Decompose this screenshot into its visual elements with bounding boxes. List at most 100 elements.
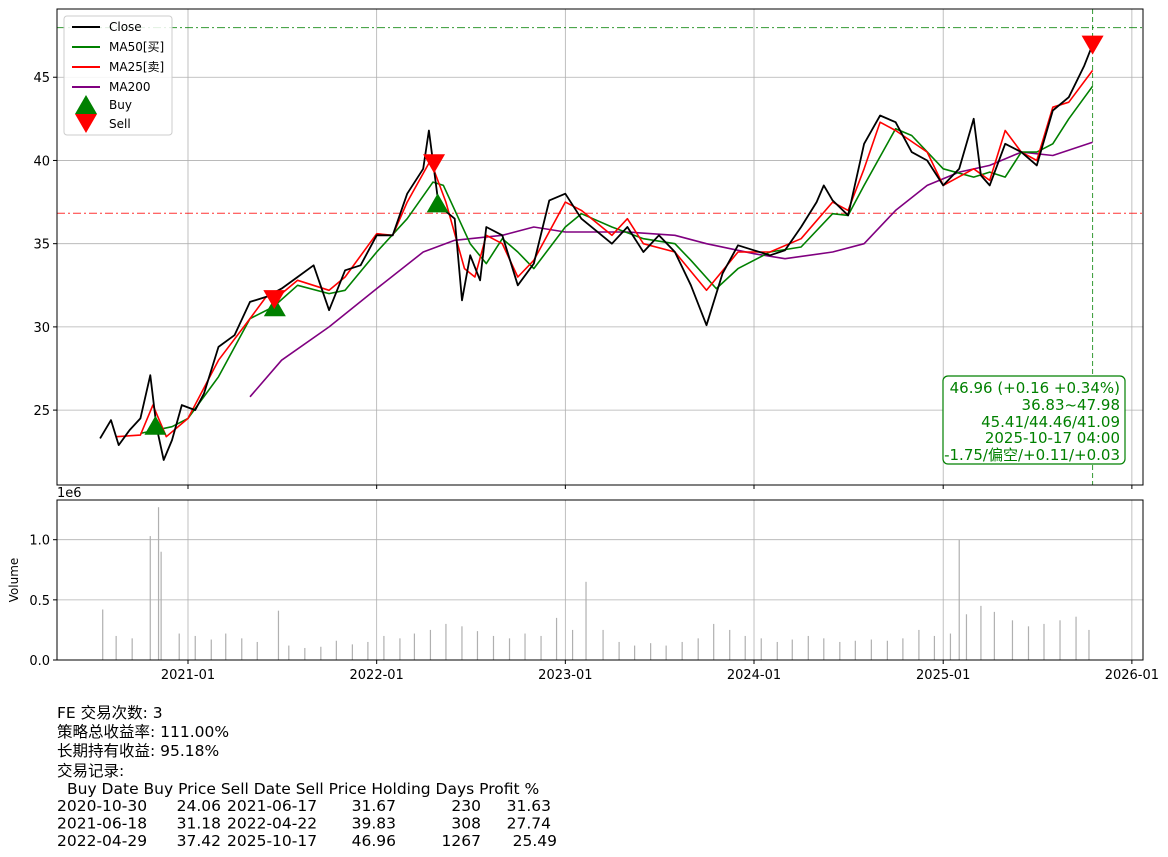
trade-table-cell: 2021-06-17 <box>227 797 317 815</box>
trade-table-header: Buy Date Buy Price Sell Date Sell Price … <box>67 780 539 798</box>
price-axis-ticks: 45 40 35 30 25 <box>33 71 1133 489</box>
volume-bars <box>102 507 1090 660</box>
volume-bar <box>160 551 162 660</box>
x-tick-label: 2024-01 <box>727 668 781 683</box>
volume-bar <box>241 638 243 660</box>
volume-bar <box>1088 629 1090 660</box>
volume-bar <box>933 635 936 660</box>
volume-bar <box>476 631 479 660</box>
trade-table-cell: 308 <box>451 815 481 833</box>
info-ma-values: 45.41/44.46/41.09 <box>981 413 1120 431</box>
volume-bar <box>461 626 463 660</box>
legend-sell-label: Sell <box>109 117 131 131</box>
trade-table-cell: 2022-04-22 <box>227 815 317 833</box>
legend-buy-triangle-icon <box>75 95 97 114</box>
price-tick-label: 40 <box>33 154 50 169</box>
volume-bar <box>194 635 196 660</box>
volume-bar <box>131 638 133 660</box>
volume-tick-label: 0.0 <box>29 654 50 669</box>
volume-bar <box>429 629 432 660</box>
trade-table-cell: 2025-10-17 <box>227 832 317 850</box>
trade-table-cell: 25.49 <box>513 832 557 850</box>
x-tick-label: 2025-01 <box>916 668 970 683</box>
volume-grid <box>57 500 1143 661</box>
buy-marker <box>426 193 449 213</box>
volume-bar <box>102 609 104 660</box>
volume-bar <box>870 639 872 660</box>
legend-sell-triangle-icon <box>75 114 97 133</box>
price-tick-label: 30 <box>33 321 50 336</box>
volume-bar <box>980 605 982 660</box>
trade-table-cell: 39.83 <box>352 815 396 833</box>
volume-bar <box>304 647 306 660</box>
price-info-box: 46.96 (+0.16 +0.34%) 36.83~47.98 45.41/4… <box>942 375 1126 465</box>
volume-axis-label: Volume <box>7 558 21 603</box>
legend-ma50-label: MA50[买] <box>109 40 164 54</box>
volume-bar <box>571 629 574 660</box>
price-tick-label: 35 <box>33 238 50 253</box>
legend-ma25-label: MA25[卖] <box>109 60 164 74</box>
volume-bar <box>602 629 604 660</box>
trade-table-cell: 2021-06-18 <box>57 815 147 833</box>
legend-buy-label: Buy <box>109 98 132 112</box>
backtest-summary: FE 交易次数: 3 策略总收益率: 111.00% 长期持有收益: 95.18… <box>57 704 557 850</box>
buy-marker <box>144 415 167 435</box>
volume-bar <box>178 633 180 660</box>
volume-bar <box>508 638 511 660</box>
volume-bar <box>320 646 322 660</box>
volume-bar <box>383 635 385 660</box>
volume-bar <box>157 507 160 660</box>
volume-bar <box>729 629 731 660</box>
trade-table-cell: 24.06 <box>177 797 221 815</box>
legend: Close MA50[买] MA25[卖] MA200 Buy Sell <box>63 15 173 136</box>
volume-bar <box>367 641 369 660</box>
x-tick-label: 2023-01 <box>538 668 592 683</box>
sell-marker <box>423 154 446 174</box>
volume-bar <box>918 629 920 660</box>
volume-bar <box>210 639 212 660</box>
price-axes-frame <box>56 8 1144 486</box>
volume-bar <box>149 536 151 660</box>
volume-bar <box>958 539 960 660</box>
volume-bar <box>413 633 416 660</box>
volume-bar <box>115 635 117 660</box>
volume-bar <box>839 641 841 660</box>
volume-bar <box>760 638 762 660</box>
info-last-price: 46.96 (+0.16 +0.34%) <box>950 379 1120 397</box>
volume-bar <box>681 641 683 660</box>
volume-bar <box>634 645 636 660</box>
trade-table-cell: 31.18 <box>177 815 221 833</box>
volume-bar <box>902 638 904 660</box>
x-tick-label: 2022-01 <box>350 668 404 683</box>
trade-records-title: 交易记录: <box>57 762 124 780</box>
volume-bar <box>1059 620 1061 660</box>
trade-table-cell: 2022-04-29 <box>57 832 147 850</box>
volume-bar <box>791 639 793 660</box>
volume-bar <box>713 623 715 660</box>
volume-tick-label: 0.5 <box>29 594 50 609</box>
volume-bar <box>288 645 290 660</box>
volume-bar <box>1075 616 1077 660</box>
buy-hold-return: 长期持有收益: 95.18% <box>57 742 219 760</box>
volume-tick-label: 1.0 <box>29 534 50 549</box>
trade-table-cell: 1267 <box>442 832 481 850</box>
info-signal: -1.75/偏空/+0.11/+0.03 <box>944 446 1120 464</box>
x-tick-label: 2026-01 <box>1105 668 1159 683</box>
info-box-frame <box>942 375 1126 465</box>
volume-axis-ticks: 2021-01 2022-01 2023-01 2024-01 2025-01 2026-… <box>29 534 1159 683</box>
volume-bar <box>585 581 587 660</box>
volume-bar <box>540 635 542 660</box>
volume-offset-label: 1e6 <box>57 486 82 501</box>
volume-bar <box>1027 626 1030 660</box>
volume-bar <box>949 633 952 660</box>
volume-bar <box>351 644 353 660</box>
trade-table-cell: 46.96 <box>352 832 396 850</box>
volume-axes-frame <box>56 499 1144 661</box>
volume-bar <box>225 633 227 660</box>
volume-bar <box>993 611 995 660</box>
price-grid <box>57 9 1143 485</box>
volume-bar <box>665 645 667 660</box>
info-datetime: 2025-10-17 04:00 <box>985 429 1120 447</box>
strategy-return: 策略总收益率: 111.00% <box>57 723 229 741</box>
